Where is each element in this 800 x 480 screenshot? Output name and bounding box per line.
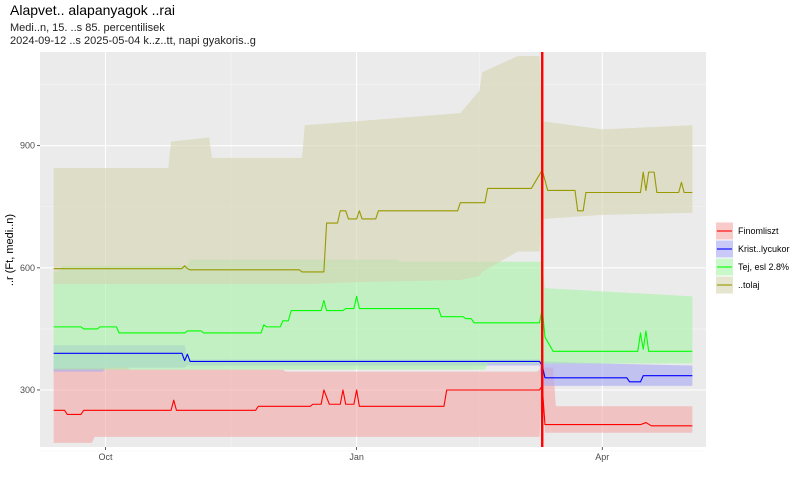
x-axis-ticks: Oct Jan Apr	[99, 447, 609, 462]
legend-label-0: Finomliszt	[738, 226, 779, 236]
legend-label-1: Krist..lycukor	[738, 244, 790, 254]
x-tick-label: Oct	[99, 452, 114, 462]
chart-title: Alapvet.. alapanyagok ..rai	[10, 2, 175, 18]
line-series-3	[53, 169, 693, 273]
legend-key-2	[716, 258, 733, 276]
band-series-3	[53, 56, 693, 285]
y-tick-label: 300	[20, 385, 35, 395]
y-tick-label: 900	[20, 141, 35, 151]
y-tick-label: 600	[20, 263, 35, 273]
y-axis-title: ..r (Ft, medi..n)	[4, 214, 16, 286]
line-series-2	[53, 295, 693, 352]
x-tick-label: Jan	[349, 452, 364, 462]
legend-key-1	[716, 240, 733, 258]
band-series-2	[53, 259, 693, 370]
legend-key-0	[716, 222, 733, 240]
band-series-0	[53, 365, 693, 443]
chart-subtitle-line1: Medi..n, 15. ..s 85. percentilisek	[10, 22, 165, 34]
legend-key-3	[716, 276, 733, 294]
y-axis-ticks: 300 600 900	[20, 141, 40, 395]
legend-label-2: Tej, esl 2.8%	[738, 262, 789, 272]
chart-subtitle-line2: 2024-09-12 ..s 2025-05-04 k..z..tt, napi…	[10, 35, 256, 47]
percentile-bands	[53, 56, 693, 443]
x-tick-label: Apr	[595, 452, 609, 462]
legend: Finomliszt Krist..lycukor Tej, esl 2.8% ..t…	[716, 222, 790, 294]
legend-label-3: ..tolaj	[738, 280, 760, 290]
